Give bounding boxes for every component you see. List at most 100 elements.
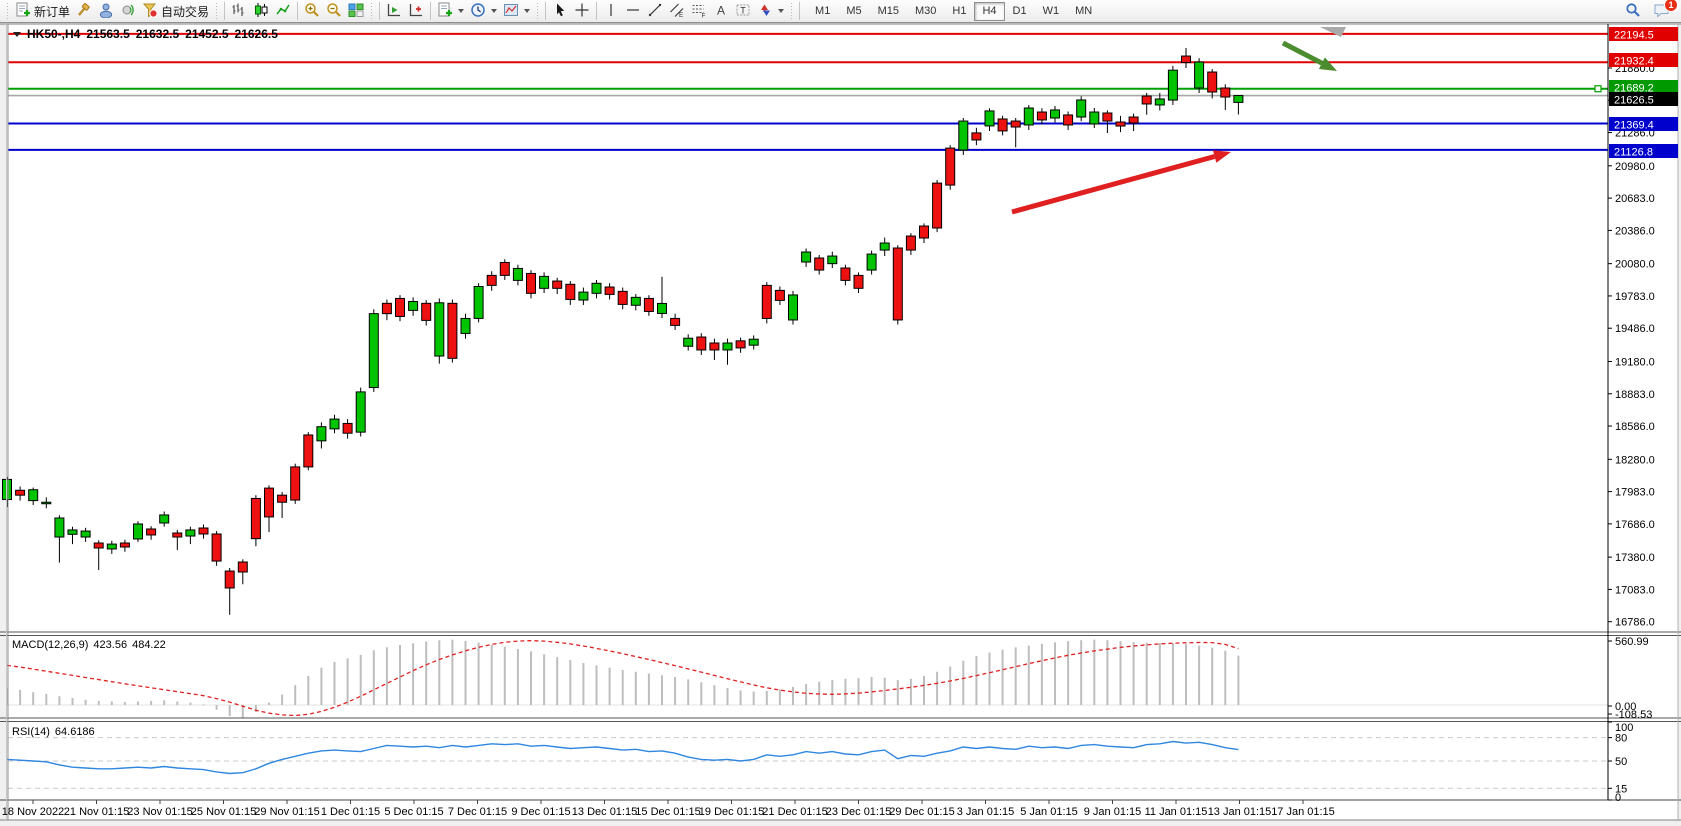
auto-scroll-button[interactable] (383, 1, 405, 21)
svg-text:22194.5: 22194.5 (1614, 30, 1654, 42)
svg-text:5 Jan 01:15: 5 Jan 01:15 (1020, 806, 1078, 818)
vertical-line-tool-button[interactable] (600, 1, 622, 21)
separator (596, 2, 598, 20)
text-label-tool-button[interactable]: T (732, 1, 754, 21)
svg-text:17983.0: 17983.0 (1615, 487, 1655, 499)
periods-button[interactable] (467, 1, 500, 21)
toolbar-right: 1 (1622, 0, 1678, 21)
search-icon (1625, 2, 1641, 21)
line-chart-button[interactable] (272, 1, 294, 21)
timeframe-H1[interactable]: H1 (952, 4, 967, 17)
text-icon: A (713, 2, 729, 21)
profile-button[interactable] (95, 1, 117, 21)
svg-text:T: T (740, 5, 746, 15)
svg-text:19180.0: 19180.0 (1615, 356, 1655, 368)
separator (799, 2, 801, 20)
person-icon (98, 2, 114, 21)
new-chart-button[interactable] (434, 1, 467, 21)
svg-text:15: 15 (1615, 783, 1627, 795)
rsi-name: RSI(14) (12, 726, 50, 738)
signal-button[interactable] (117, 1, 139, 21)
svg-text:A: A (717, 3, 725, 17)
timeframe-M15[interactable]: M15 (877, 4, 899, 17)
new-order-button[interactable]: 新订单 (12, 1, 73, 21)
crosshair-tool-button[interactable] (571, 1, 593, 21)
symbol-period: HK50-,H4 (27, 27, 81, 41)
separator (379, 2, 381, 20)
hline-handle[interactable] (1594, 85, 1602, 93)
svg-text:0.00: 0.00 (1615, 701, 1636, 713)
auto-scroll-icon (386, 2, 402, 21)
svg-text:9 Dec 01:15: 9 Dec 01:15 (511, 806, 570, 818)
svg-text:25 Nov 01:15: 25 Nov 01:15 (191, 806, 256, 818)
chart-shift-button[interactable] (405, 1, 427, 21)
timeframe-MN[interactable]: MN (1075, 4, 1093, 17)
timeframe-M1[interactable]: M1 (815, 4, 831, 17)
toolbar-grip[interactable] (535, 3, 541, 19)
macd-value-main: 423.56 (93, 639, 128, 651)
toolbar-grip[interactable] (789, 3, 795, 19)
template-button[interactable] (500, 1, 533, 21)
zoom-in-button[interactable] (301, 1, 323, 21)
svg-text:3 Jan 01:15: 3 Jan 01:15 (957, 806, 1015, 818)
svg-text:23 Nov 01:15: 23 Nov 01:15 (127, 806, 192, 818)
hammer-tool-button[interactable] (73, 1, 95, 21)
timeframe-D1[interactable]: D1 (1012, 4, 1027, 17)
macd-value-signal: 484.22 (132, 639, 166, 651)
toolbar-grip[interactable] (214, 3, 220, 19)
horizontal-line-tool-button[interactable] (622, 1, 644, 21)
svg-text:21689.2: 21689.2 (1614, 83, 1654, 95)
search-button[interactable] (1622, 1, 1644, 21)
candlestick-chart-button[interactable] (250, 1, 272, 21)
equidistant-channel-icon: E (669, 2, 685, 21)
text-label-icon: T (735, 2, 751, 21)
channel-tool-button[interactable]: E (666, 1, 688, 21)
trendline-tool-button[interactable] (644, 1, 666, 21)
fibonacci-icon: F (691, 2, 707, 21)
vertical-line-icon (603, 2, 619, 21)
notifications-button[interactable]: 1 (1650, 0, 1678, 21)
svg-text:11 Jan 01:15: 11 Jan 01:15 (1145, 806, 1208, 818)
arrows-icon (757, 2, 773, 21)
separator (430, 2, 432, 20)
chart-template-icon (503, 2, 519, 21)
tile-windows-button[interactable] (345, 1, 367, 21)
svg-text:13 Jan 01:15: 13 Jan 01:15 (1208, 806, 1272, 818)
svg-text:0: 0 (1615, 792, 1621, 804)
text-tool-button[interactable]: A (710, 1, 732, 21)
horizontal-line-icon (625, 2, 641, 21)
svg-text:560.99: 560.99 (1615, 636, 1649, 648)
bar-chart-icon (231, 2, 247, 21)
svg-text:1 Dec 01:15: 1 Dec 01:15 (321, 806, 380, 818)
trendline-icon (647, 2, 663, 21)
auto-trading-button[interactable]: 自动交易 (139, 1, 212, 21)
chevron-down-icon (458, 9, 465, 13)
hammer-icon (76, 2, 92, 21)
svg-text:20080.0: 20080.0 (1615, 259, 1655, 271)
svg-text:17380.0: 17380.0 (1615, 552, 1655, 564)
toolbar-grip[interactable] (369, 3, 375, 19)
arrows-tool-button[interactable] (754, 1, 787, 21)
separator (297, 2, 299, 20)
timeframe-M30[interactable]: M30 (915, 4, 937, 17)
auto-trading-icon (142, 2, 158, 21)
svg-text:5 Dec 01:15: 5 Dec 01:15 (384, 806, 443, 818)
zoom-out-button[interactable] (323, 1, 345, 21)
timeframe-M5[interactable]: M5 (846, 4, 862, 17)
ohlc-close: 21626.5 (234, 27, 278, 41)
svg-text:23 Dec 01:15: 23 Dec 01:15 (826, 806, 891, 818)
ohlc-high: 21632.5 (135, 27, 180, 41)
bar-chart-button[interactable] (228, 1, 250, 21)
toolbar-grip[interactable] (5, 3, 10, 19)
timeframe-W1[interactable]: W1 (1042, 4, 1060, 17)
fibonacci-tool-button[interactable]: F (688, 1, 710, 21)
ohlc-open: 21563.5 (86, 27, 130, 41)
timeframe-H4[interactable]: H4 (974, 1, 1005, 21)
cursor-tool-button[interactable] (549, 1, 571, 21)
chart-header: HK50-,H4 21563.5 21632.5 21452.5 21626.5 (13, 27, 278, 41)
chevron-down-icon (491, 9, 498, 13)
svg-text:20980.0: 20980.0 (1615, 161, 1655, 173)
collapse-triangle-icon[interactable] (13, 31, 21, 37)
